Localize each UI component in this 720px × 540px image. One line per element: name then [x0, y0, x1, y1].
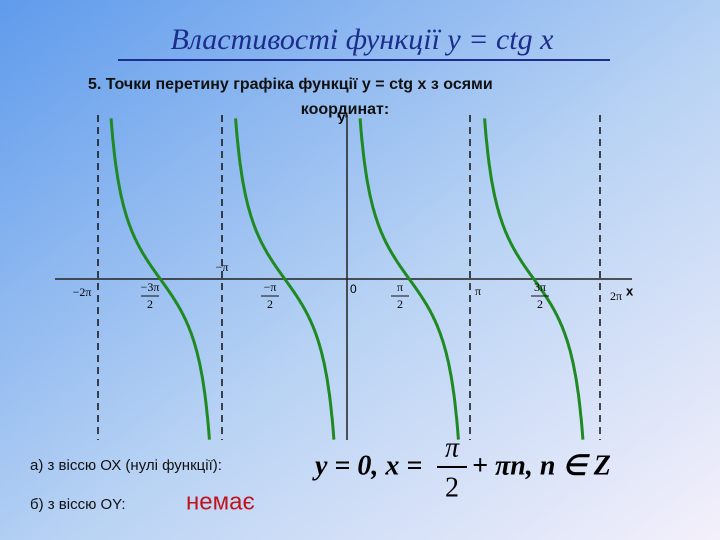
tick-label: −2π — [73, 285, 92, 299]
formula: + πn, n ∈ Z — [472, 450, 611, 481]
tick-label: π — [475, 284, 481, 298]
item-label: а) з віссю ОХ (нулі функції): — [30, 457, 222, 474]
formula: π — [445, 432, 460, 463]
tick-label: 3π — [534, 280, 546, 294]
tick-label: −3π — [141, 280, 160, 294]
curve — [358, 118, 460, 440]
origin-label: 0 — [350, 282, 357, 296]
subtitle-line: 5. Точки перетину графіка функції y = ct… — [88, 76, 493, 93]
tick-label: π — [397, 280, 403, 294]
tick-label: −π — [216, 260, 229, 274]
formula: 2 — [445, 472, 459, 503]
item-label: б) з віссю OY: — [30, 496, 126, 513]
tick-label: 2π — [610, 289, 622, 303]
curve — [483, 118, 585, 440]
answer: немає — [186, 488, 255, 515]
axis-label: x — [626, 283, 634, 298]
tick-label: 2 — [147, 297, 153, 311]
title: Властивості функції y = ctg x — [171, 23, 555, 56]
curve — [234, 118, 336, 440]
curve — [109, 118, 211, 440]
tick-label: 2 — [267, 297, 273, 311]
axis-label: y — [338, 109, 346, 124]
tick-label: 2 — [537, 297, 543, 311]
formula: y = 0, x = — [312, 450, 422, 481]
tick-label: 2 — [397, 297, 403, 311]
subtitle-line: координат: — [301, 101, 389, 118]
tick-label: −π — [264, 280, 277, 294]
